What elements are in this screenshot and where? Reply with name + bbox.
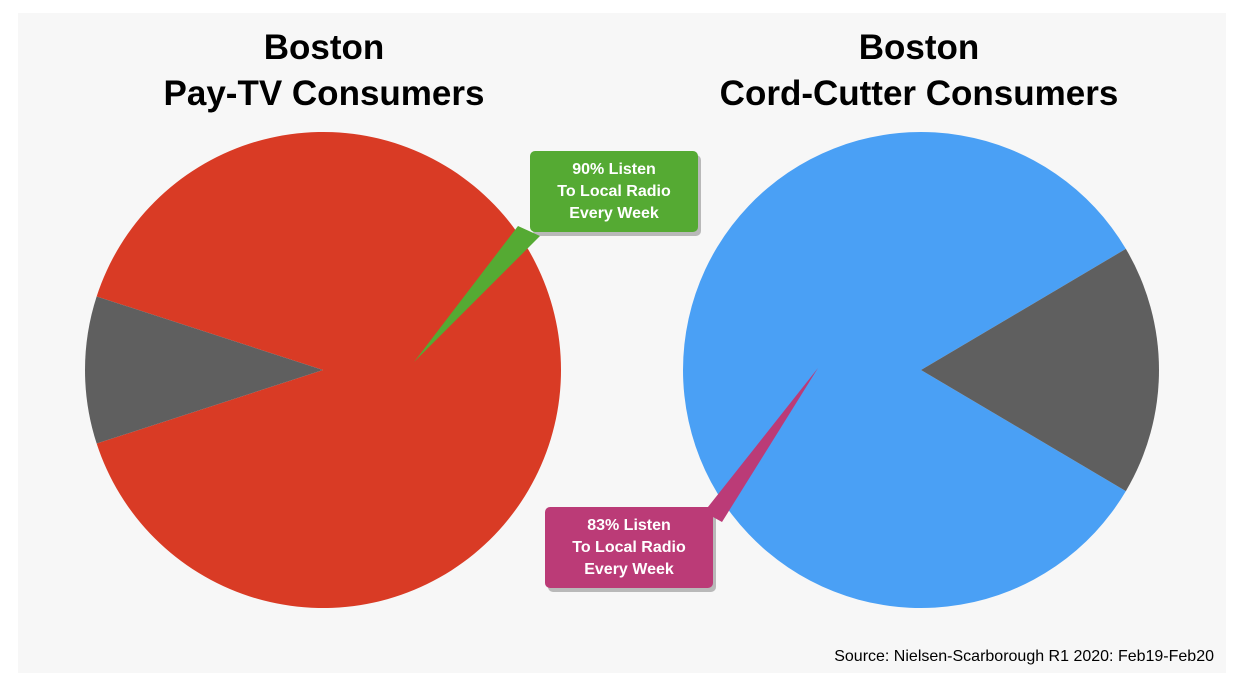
callout-text-line: 83% Listen xyxy=(587,517,671,534)
pie-chart-cord-cutter xyxy=(683,132,1160,609)
callout-text-line: Every Week xyxy=(584,561,674,578)
callout-cord-cutter: 83% Listen To Local Radio Every Week xyxy=(545,368,818,592)
pie-slice-listen xyxy=(683,132,1126,609)
pie-chart-pay-tv xyxy=(85,132,562,609)
source-note: Source: Nielsen-Scarborough R1 2020: Feb… xyxy=(834,648,1214,665)
callout-text-line: Every Week xyxy=(569,205,659,222)
callout-box xyxy=(530,151,698,232)
pie-slice-other xyxy=(921,248,1160,492)
callout-pointer xyxy=(414,226,540,362)
callout-pay-tv: 90% Listen To Local Radio Every Week xyxy=(414,151,701,362)
chart-title-line: Boston xyxy=(858,28,980,67)
callout-text-line: To Local Radio xyxy=(572,539,686,556)
callout-text-line: To Local Radio xyxy=(557,183,671,200)
callout-text-line: 90% Listen xyxy=(572,161,656,178)
callout-pointer xyxy=(704,368,818,522)
chart-title-line: Pay-TV Consumers xyxy=(163,74,485,113)
chart-title-line: Boston xyxy=(263,28,385,67)
pie-slice-other xyxy=(85,296,323,444)
pie-slice-listen xyxy=(96,132,562,609)
callout-box xyxy=(545,507,713,588)
chart-title-line: Cord-Cutter Consumers xyxy=(719,74,1119,113)
chart-title-pay-tv: Boston Pay-TV Consumers xyxy=(64,25,584,117)
chart-title-cord-cutter: Boston Cord-Cutter Consumers xyxy=(659,25,1179,117)
